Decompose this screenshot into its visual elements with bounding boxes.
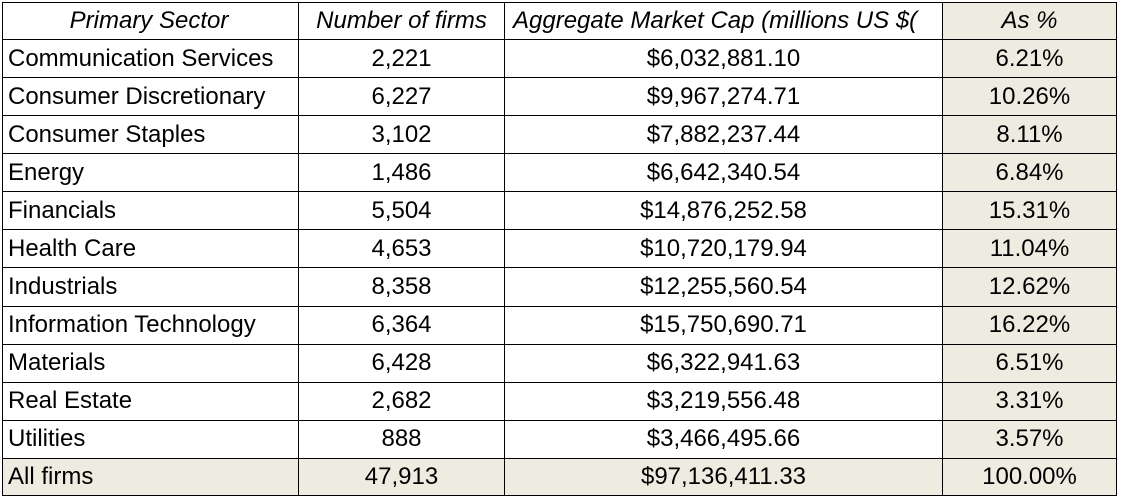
market-cap-cell[interactable]: $12,255,560.54 bbox=[504, 267, 943, 307]
firms-cell[interactable]: 5,504 bbox=[298, 191, 505, 231]
table-row: Communication Services 2,221 $6,032,881.10… bbox=[2, 38, 1117, 79]
table-row: Consumer Discretionary 6,227 $9,967,274.71… bbox=[2, 77, 1117, 117]
total-percent-cell[interactable]: 100.00% bbox=[942, 458, 1117, 496]
firms-cell[interactable]: 8,358 bbox=[298, 267, 505, 307]
percent-cell[interactable]: 6.51% bbox=[942, 343, 1117, 383]
sector-cell[interactable]: Communication Services bbox=[2, 38, 299, 79]
firms-cell[interactable]: 3,102 bbox=[298, 115, 505, 155]
percent-cell[interactable]: 3.57% bbox=[942, 419, 1117, 460]
firms-cell[interactable]: 6,364 bbox=[298, 305, 505, 345]
percent-cell[interactable]: 12.62% bbox=[942, 267, 1117, 307]
table-body: Communication Services 2,221 $6,032,881.10… bbox=[2, 38, 1117, 460]
percent-cell[interactable]: 6.84% bbox=[942, 153, 1117, 193]
sector-cell[interactable]: Health Care bbox=[2, 229, 299, 269]
firms-cell[interactable]: 888 bbox=[298, 419, 505, 460]
header-row: Primary Sector Number of firms Aggregate… bbox=[2, 2, 1117, 40]
firms-cell[interactable]: 6,227 bbox=[298, 77, 505, 117]
table-row: Consumer Staples 3,102 $7,882,237.44 8.11% bbox=[2, 115, 1117, 155]
sector-cell[interactable]: Financials bbox=[2, 191, 299, 231]
sector-cell[interactable]: Consumer Discretionary bbox=[2, 77, 299, 117]
sector-cell[interactable]: Industrials bbox=[2, 267, 299, 307]
sector-cell[interactable]: Real Estate bbox=[2, 381, 299, 421]
total-firms-cell[interactable]: 47,913 bbox=[298, 458, 505, 496]
table-row: Industrials 8,358 $12,255,560.54 12.62% bbox=[2, 267, 1117, 307]
sector-cell[interactable]: Utilities bbox=[2, 419, 299, 460]
header-number-of-firms[interactable]: Number of firms bbox=[298, 2, 505, 40]
percent-cell[interactable]: 11.04% bbox=[942, 229, 1117, 269]
firms-cell[interactable]: 1,486 bbox=[298, 153, 505, 193]
percent-cell[interactable]: 16.22% bbox=[942, 305, 1117, 345]
market-cap-cell[interactable]: $7,882,237.44 bbox=[504, 115, 943, 155]
market-cap-cell[interactable]: $10,720,179.94 bbox=[504, 229, 943, 269]
market-cap-cell[interactable]: $6,032,881.10 bbox=[504, 38, 943, 79]
market-cap-cell[interactable]: $6,322,941.63 bbox=[504, 343, 943, 383]
market-cap-cell[interactable]: $3,466,495.66 bbox=[504, 419, 943, 460]
market-cap-cell[interactable]: $6,642,340.54 bbox=[504, 153, 943, 193]
percent-cell[interactable]: 15.31% bbox=[942, 191, 1117, 231]
market-cap-cell[interactable]: $3,219,556.48 bbox=[504, 381, 943, 421]
table-row: Health Care 4,653 $10,720,179.94 11.04% bbox=[2, 229, 1117, 269]
percent-cell[interactable]: 6.21% bbox=[942, 38, 1117, 79]
sector-cell[interactable]: Information Technology bbox=[2, 305, 299, 345]
percent-cell[interactable]: 3.31% bbox=[942, 381, 1117, 421]
total-sector-cell[interactable]: All firms bbox=[2, 458, 299, 496]
header-as-percent[interactable]: As % bbox=[942, 2, 1117, 40]
firms-cell[interactable]: 2,682 bbox=[298, 381, 505, 421]
total-market-cap-cell[interactable]: $97,136,411.33 bbox=[504, 458, 943, 496]
percent-cell[interactable]: 8.11% bbox=[942, 115, 1117, 155]
table-row: Information Technology 6,364 $15,750,690.7… bbox=[2, 305, 1117, 345]
table-row: Financials 5,504 $14,876,252.58 15.31% bbox=[2, 191, 1117, 231]
market-cap-cell[interactable]: $15,750,690.71 bbox=[504, 305, 943, 345]
market-cap-cell[interactable]: $9,967,274.71 bbox=[504, 77, 943, 117]
table-row: Materials 6,428 $6,322,941.63 6.51% bbox=[2, 343, 1117, 383]
sector-cell[interactable]: Energy bbox=[2, 153, 299, 193]
market-cap-cell[interactable]: $14,876,252.58 bbox=[504, 191, 943, 231]
table-row: Utilities 888 $3,466,495.66 3.57% bbox=[2, 419, 1117, 460]
header-primary-sector[interactable]: Primary Sector bbox=[2, 2, 299, 40]
sector-cell[interactable]: Materials bbox=[2, 343, 299, 383]
header-aggregate-market-cap[interactable]: Aggregate Market Cap (millions US $( bbox=[504, 2, 943, 40]
firms-cell[interactable]: 4,653 bbox=[298, 229, 505, 269]
firms-cell[interactable]: 6,428 bbox=[298, 343, 505, 383]
table-row: Energy 1,486 $6,642,340.54 6.84% bbox=[2, 153, 1117, 193]
sector-cell[interactable]: Consumer Staples bbox=[2, 115, 299, 155]
table-row: Real Estate 2,682 $3,219,556.48 3.31% bbox=[2, 381, 1117, 421]
firms-cell[interactable]: 2,221 bbox=[298, 38, 505, 79]
total-row: All firms 47,913 $97,136,411.33 100.00% bbox=[2, 458, 1117, 496]
percent-cell[interactable]: 10.26% bbox=[942, 77, 1117, 117]
